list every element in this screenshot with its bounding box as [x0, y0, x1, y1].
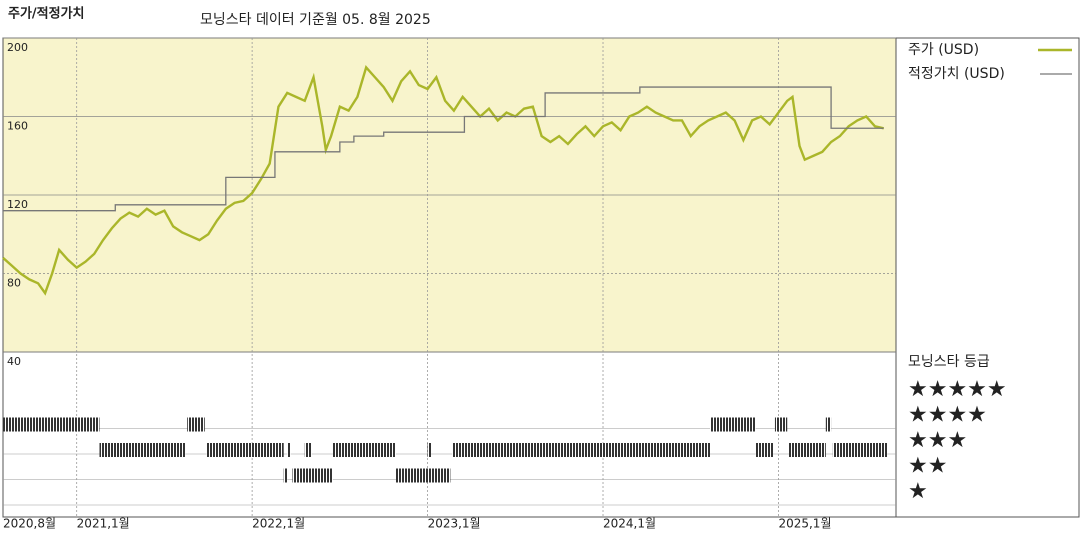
x-tick-label: 2021,1월	[77, 517, 130, 531]
y-tick-label: 80	[7, 277, 21, 290]
rating-bar	[427, 443, 432, 457]
rating-label: ★★★	[908, 428, 967, 453]
rating-bar	[292, 468, 333, 483]
rating-bar	[99, 443, 186, 457]
rating-bar	[395, 468, 451, 483]
rating-bar	[825, 417, 832, 432]
series-line	[3, 86, 884, 212]
rating-bar	[332, 443, 396, 457]
chart-title: 주가/적정가치	[8, 6, 85, 22]
rating-label: ★★★★	[908, 403, 987, 428]
rating-bar	[755, 443, 774, 457]
y-tick-label: 160	[7, 120, 28, 133]
chart-subtitle: 모닝스타 데이터 기준월 05. 8월 2025	[200, 12, 431, 28]
rating-bar	[206, 443, 284, 457]
x-tick-label: 2024,1월	[603, 517, 656, 531]
rating-bar	[187, 417, 205, 432]
y-tick-label: 40	[7, 355, 21, 368]
rating-bar	[283, 468, 288, 483]
y-tick-label: 200	[7, 41, 28, 54]
x-tick-label: 2025,1월	[778, 517, 831, 531]
x-tick-label: 2020,8월	[3, 517, 56, 531]
rating-bar	[452, 443, 711, 457]
rating-bar	[287, 443, 291, 457]
rating-label: ★★	[908, 454, 947, 479]
rating-label: ★★★★★	[908, 377, 1007, 402]
legend-label: 적정가치 (USD)	[908, 66, 1005, 82]
rating-title: 모닝스타 등급	[908, 354, 990, 370]
rating-label: ★	[908, 479, 928, 504]
x-tick-label: 2023,1월	[428, 517, 481, 531]
rating-bar	[3, 417, 100, 432]
x-tick-label: 2022,1월	[252, 517, 305, 531]
legend-label: 주가 (USD)	[908, 42, 979, 58]
lower-panel	[2, 351, 897, 518]
series-line	[2, 65, 884, 296]
rating-bar	[774, 417, 788, 432]
legend-panel	[895, 37, 1080, 518]
y-tick-label: 120	[7, 198, 28, 211]
rating-bar	[832, 443, 888, 457]
rating-bar	[304, 443, 312, 457]
rating-bar	[710, 417, 756, 432]
rating-bar	[788, 443, 826, 457]
